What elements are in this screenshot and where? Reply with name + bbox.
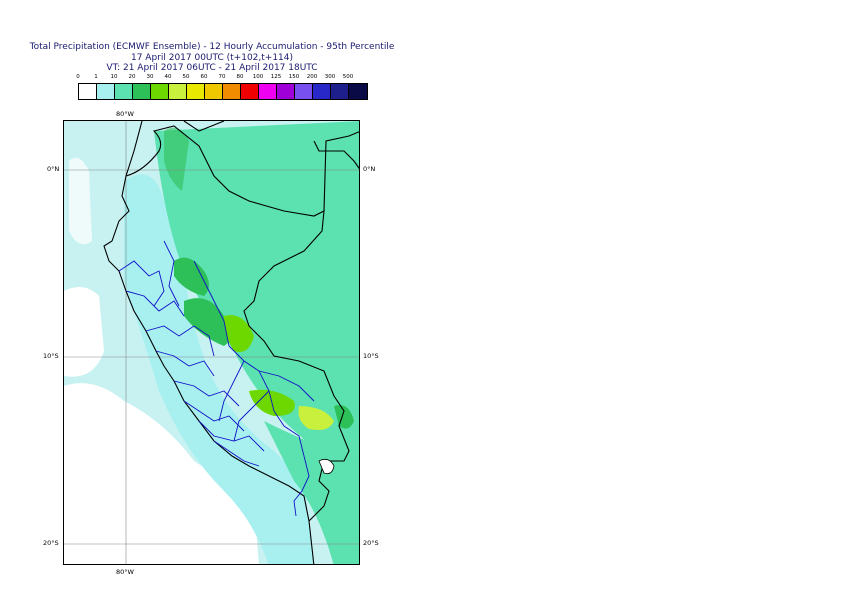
- legend-tick-label: 20: [128, 74, 136, 80]
- legend-tick-label: 300: [324, 74, 336, 80]
- department-boundaries: [118, 240, 315, 517]
- lon-label-top-80w: 80°W: [116, 110, 134, 118]
- legend-tick-label: 70: [218, 74, 226, 80]
- legend-tick-label: 80: [236, 74, 244, 80]
- legend-swatch: [205, 84, 223, 99]
- legend-swatch: [151, 84, 169, 99]
- north-border: [183, 121, 225, 132]
- map-svg: [64, 121, 359, 564]
- lat-label-right-0n: 0°N: [363, 165, 376, 173]
- legend-swatch: [295, 84, 313, 99]
- legend-tick-label: 1: [94, 74, 98, 80]
- legend-tick-label: 125: [270, 74, 282, 80]
- heavy-precip-patch-6: [334, 405, 354, 429]
- legend-tick-label: 500: [342, 74, 354, 80]
- lat-label-left-20s: 20°S: [43, 539, 59, 547]
- lat-label-right-20s: 20°S: [363, 539, 379, 547]
- legend-tick-label: 150: [288, 74, 300, 80]
- color-legend: 0 1 10 20 30 40 50 60 70 80 100 125 150 200 300 500: [76, 74, 368, 104]
- legend-swatch: [277, 84, 295, 99]
- lat-label-left-0n: 0°N: [47, 165, 60, 173]
- lat-label-right-10s: 10°S: [363, 352, 379, 360]
- legend-swatch: [241, 84, 259, 99]
- legend-tick-label: 50: [182, 74, 190, 80]
- legend-tick-label: 0: [76, 74, 80, 80]
- legend-tick-label: 100: [252, 74, 264, 80]
- legend-swatch: [331, 84, 349, 99]
- legend-swatch: [115, 84, 133, 99]
- base-time: 17 April 2017 00UTC (t+102,t+114): [130, 52, 294, 63]
- heavy-precip-patch-3: [224, 315, 254, 352]
- legend-swatch: [223, 84, 241, 99]
- legend-color-bar: [78, 83, 368, 100]
- venezuela-border: [313, 140, 359, 170]
- legend-swatch: [259, 84, 277, 99]
- legend-swatch: [97, 84, 115, 99]
- colombia-brazil-border: [323, 131, 359, 212]
- chart-title-block: Total Precipitation (ECMWF Ensemble) - 1…: [0, 42, 424, 74]
- legend-tick-label: 40: [164, 74, 172, 80]
- northern-precip-patch: [164, 127, 189, 191]
- lat-label-left-10s: 10°S: [43, 352, 59, 360]
- dry-ocean-patch-1: [64, 287, 104, 377]
- peru-border: [125, 125, 350, 522]
- heavy-precip-patch-5: [298, 406, 334, 430]
- valid-time: VT: 21 April 2017 06UTC - 21 April 2017 …: [106, 63, 318, 73]
- legend-tick-label: 200: [306, 74, 318, 80]
- legend-swatch: [169, 84, 187, 99]
- lake-titicaca: [318, 458, 335, 475]
- dry-ocean-patch-2: [64, 383, 259, 564]
- legend-labels: 0 1 10 20 30 40 50 60 70 80 100 125 150 200 300 500: [76, 74, 353, 84]
- amazon-moderate-precip: [154, 121, 359, 471]
- legend-tick-label: 60: [200, 74, 208, 80]
- legend-swatch: [187, 84, 205, 99]
- heavy-precip-patch-2: [184, 298, 232, 346]
- chart-title: Total Precipitation (ECMWF Ensemble) - 1…: [29, 42, 395, 52]
- precipitation-map: [63, 120, 360, 565]
- legend-swatch: [349, 84, 367, 99]
- legend-swatch: [133, 84, 151, 99]
- legend-swatch: [79, 84, 97, 99]
- south-moderate-precip: [264, 421, 359, 564]
- legend-tick-label: 10: [110, 74, 118, 80]
- coastline: [103, 121, 315, 564]
- dry-ocean-patch-3: [69, 157, 92, 245]
- legend-tick-label: 30: [146, 74, 154, 80]
- lon-label-bottom-80w: 80°W: [116, 568, 134, 576]
- heavy-precip-patch-1: [174, 257, 209, 296]
- legend-swatch: [313, 84, 331, 99]
